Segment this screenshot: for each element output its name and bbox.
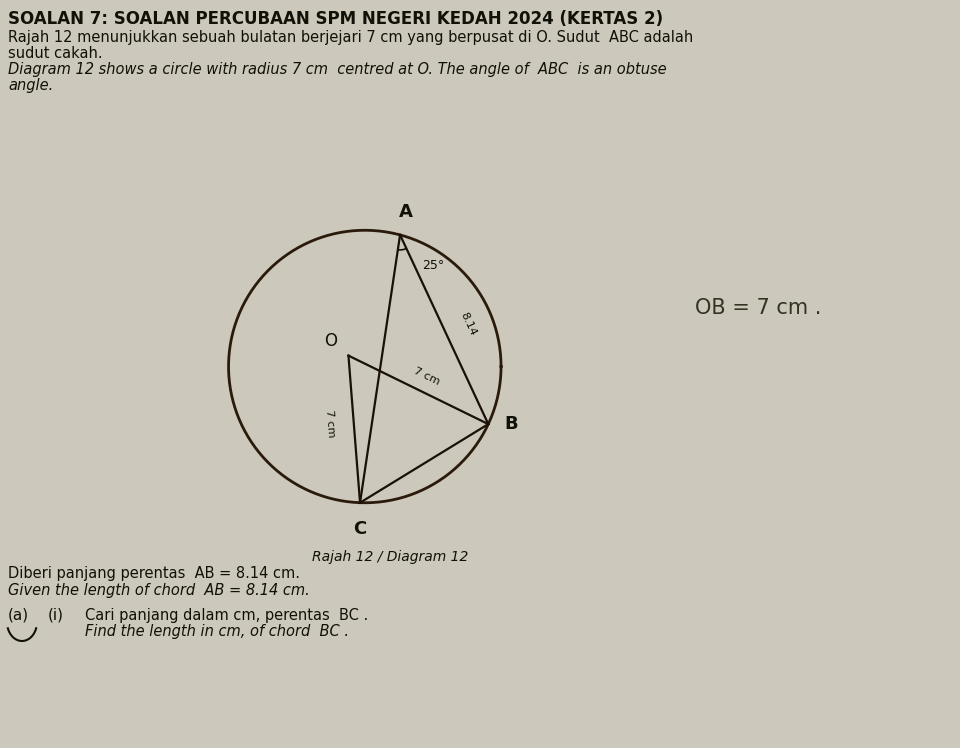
Text: A: A bbox=[398, 203, 413, 221]
Text: O: O bbox=[324, 332, 338, 350]
Text: 7 cm: 7 cm bbox=[412, 366, 442, 387]
Text: 7 cm: 7 cm bbox=[324, 410, 336, 438]
Text: Diagram 12 shows a circle with radius 7 cm  centred at O. The angle of  ABC  is : Diagram 12 shows a circle with radius 7 … bbox=[8, 62, 666, 77]
Text: C: C bbox=[353, 521, 367, 539]
Text: (a): (a) bbox=[8, 608, 29, 623]
Text: Given the length of chord  AB = 8.14 cm.: Given the length of chord AB = 8.14 cm. bbox=[8, 583, 310, 598]
Text: 25°: 25° bbox=[421, 260, 444, 272]
Text: (i): (i) bbox=[48, 608, 64, 623]
Text: B: B bbox=[505, 415, 518, 433]
Text: Find the length in cm, of chord  BC .: Find the length in cm, of chord BC . bbox=[85, 624, 349, 639]
Text: Diberi panjang perentas  AB = 8.14 cm.: Diberi panjang perentas AB = 8.14 cm. bbox=[8, 566, 300, 581]
Text: SOALAN 7: SOALAN PERCUBAAN SPM NEGERI KEDAH 2024 (KERTAS 2): SOALAN 7: SOALAN PERCUBAAN SPM NEGERI KE… bbox=[8, 10, 663, 28]
Text: Rajah 12 menunjukkan sebuah bulatan berjejari 7 cm yang berpusat di O. Sudut  AB: Rajah 12 menunjukkan sebuah bulatan berj… bbox=[8, 30, 693, 45]
Text: OB = 7 cm .: OB = 7 cm . bbox=[695, 298, 822, 318]
Text: sudut cakah.: sudut cakah. bbox=[8, 46, 103, 61]
Text: 8.14: 8.14 bbox=[459, 310, 478, 337]
Text: Rajah 12 / Diagram 12: Rajah 12 / Diagram 12 bbox=[312, 550, 468, 564]
Text: Cari panjang dalam cm, perentas  BC .: Cari panjang dalam cm, perentas BC . bbox=[85, 608, 369, 623]
Text: angle.: angle. bbox=[8, 78, 53, 93]
